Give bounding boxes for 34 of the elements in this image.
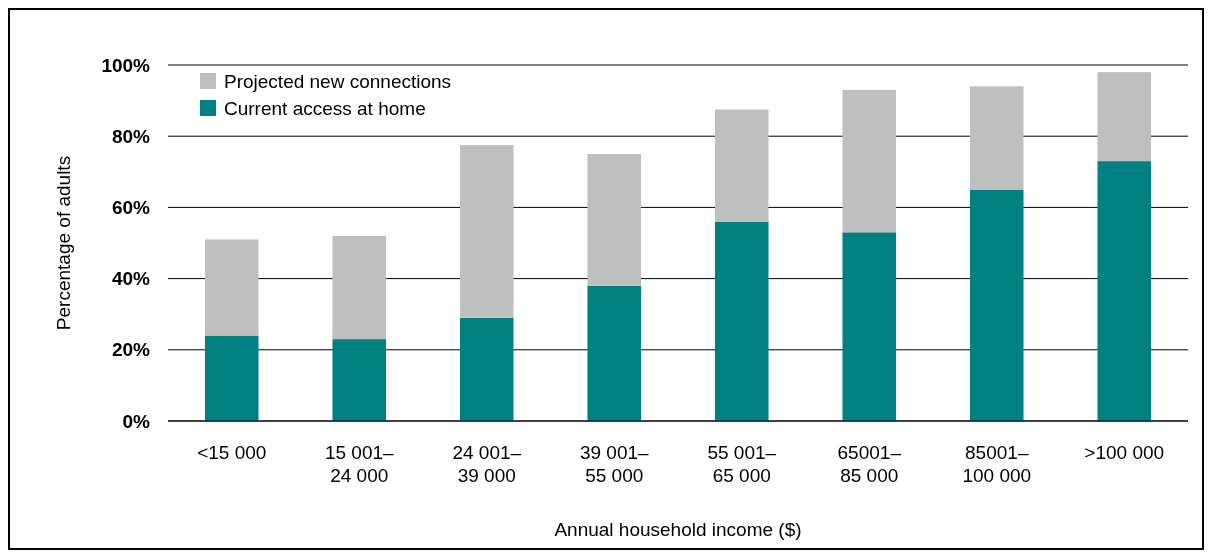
- x-tick-label: 15 001– 24 000: [324, 442, 395, 486]
- bar: [204, 335, 259, 421]
- y-tick-label: 40%: [111, 268, 151, 290]
- bar: [587, 285, 642, 421]
- x-tick-label: 55 001– 65 000: [707, 442, 777, 486]
- bar: [459, 317, 514, 421]
- bar: [714, 221, 769, 421]
- bar: [1097, 72, 1152, 162]
- bar: [969, 189, 1024, 421]
- y-tick-label: 0%: [122, 410, 151, 432]
- bar: [332, 339, 387, 421]
- x-tick-label: 24 001– 39 000: [452, 442, 522, 486]
- y-tick-label: 100%: [101, 54, 151, 76]
- legend-label: Current access at home: [224, 97, 426, 119]
- x-tick-label: >100 000: [1084, 442, 1165, 463]
- x-tick-label: 39 001– 55 000: [579, 442, 650, 486]
- x-tick-label: 65001– 85 000: [837, 442, 902, 486]
- bar: [587, 154, 642, 286]
- bar: [332, 235, 387, 340]
- x-tick-label: 85001– 100 000: [962, 442, 1032, 486]
- legend-label: Projected new connections: [224, 70, 452, 92]
- x-tick-label: <15 000: [197, 442, 267, 463]
- bar: [842, 89, 897, 233]
- x-axis-title: Annual household income ($): [554, 519, 802, 540]
- bar: [204, 239, 259, 336]
- y-tick-label: 80%: [111, 125, 151, 147]
- y-tick-label: 60%: [111, 197, 151, 219]
- bar: [1097, 161, 1152, 421]
- y-tick-label: 20%: [111, 339, 151, 361]
- bar: [969, 86, 1024, 190]
- bar: [714, 109, 769, 222]
- bar: [842, 232, 897, 421]
- y-axis-title: Percentage of adults: [53, 155, 74, 331]
- bar: [459, 145, 514, 318]
